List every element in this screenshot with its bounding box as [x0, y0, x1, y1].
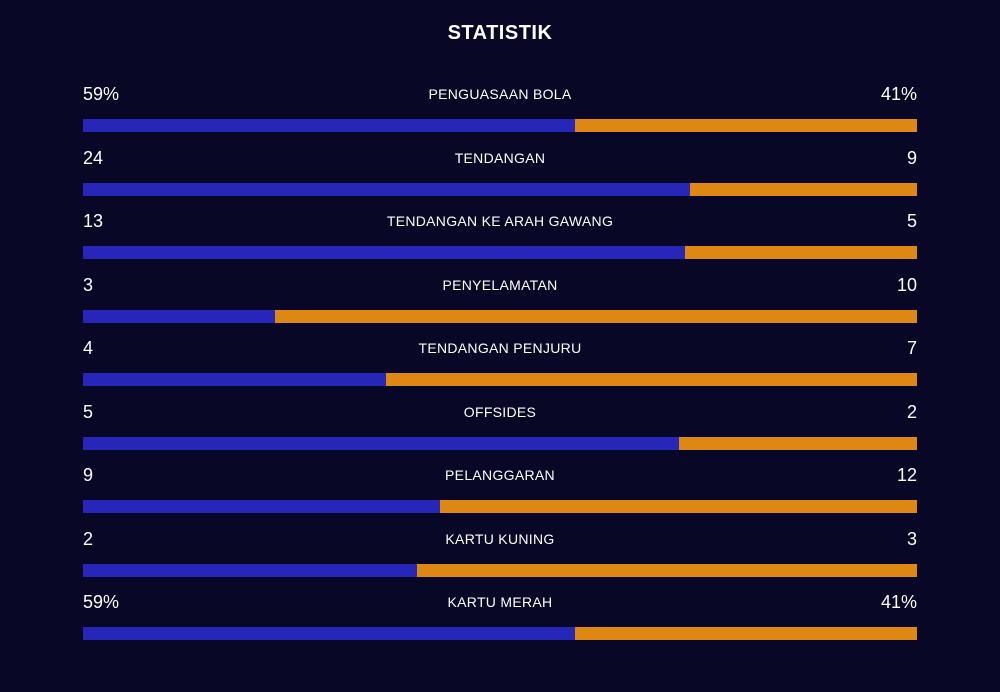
stat-bar — [83, 627, 917, 640]
stat-bar-home-segment — [83, 627, 576, 640]
stat-bar — [83, 563, 917, 577]
stat-home-value: 9 — [83, 465, 94, 485]
stat-bar-away-segment — [685, 246, 917, 259]
stat-bar-away-segment — [575, 627, 917, 640]
stat-away-value: 10 — [896, 274, 917, 295]
stat-bar-away-segment — [275, 309, 917, 323]
stat-bar-home-segment — [83, 246, 686, 259]
stat-row: 3 PENYELAMATAN 10 — [83, 271, 917, 335]
stat-bar — [83, 373, 917, 386]
stat-label: OFFSIDES — [463, 403, 537, 420]
stat-row: 13 TENDANGAN KE ARAH GAWANG 5 — [83, 207, 917, 271]
stat-bar-home-segment — [83, 500, 441, 513]
stat-label: TENDANGAN — [454, 149, 546, 166]
stat-label: TENDANGAN PENJURU — [418, 340, 582, 356]
stat-bar-home-segment — [83, 309, 276, 323]
stat-away-value: 3 — [906, 528, 917, 549]
stat-bar-home-segment — [83, 436, 679, 450]
page-title: STATISTIK — [447, 22, 553, 44]
stat-bar — [83, 119, 917, 132]
stat-label: PELANGGARAN — [445, 467, 555, 483]
stat-bar — [83, 182, 917, 196]
stat-away-value: 41% — [880, 84, 917, 104]
stat-bar — [83, 246, 917, 259]
stat-bar — [83, 309, 917, 323]
stat-label: PENGUASAAN BOLA — [428, 86, 572, 102]
stat-row: 4 TENDANGAN PENJURU 7 — [83, 334, 917, 398]
stat-away-value: 7 — [906, 338, 917, 358]
stat-row: 59% PENGUASAAN BOLA 41% — [83, 80, 917, 144]
stat-bar — [83, 436, 917, 450]
stat-bar — [83, 500, 917, 513]
stat-label: KARTU MERAH — [447, 594, 553, 610]
stats-list: 59% PENGUASAAN BOLA 41% 24 TENDANGAN 9 13 TENDA… — [83, 80, 917, 652]
stat-away-value: 9 — [906, 147, 917, 168]
stat-away-value: 12 — [896, 465, 917, 485]
stat-bar-home-segment — [83, 373, 387, 386]
stat-home-value: 59% — [83, 592, 120, 612]
stat-home-value: 59% — [83, 84, 120, 104]
stat-home-value: 2 — [83, 528, 94, 549]
stat-bar-away-segment — [386, 373, 917, 386]
stat-home-value: 13 — [83, 211, 104, 231]
stat-row: 2 KARTU KUNING 3 — [83, 525, 917, 589]
stat-home-value: 5 — [83, 401, 94, 422]
stat-bar-away-segment — [575, 119, 917, 132]
stat-bar-away-segment — [678, 436, 917, 450]
stat-away-value: 5 — [906, 211, 917, 231]
stat-home-value: 4 — [83, 338, 94, 358]
stat-row: 5 OFFSIDES 2 — [83, 398, 917, 462]
stat-home-value: 24 — [83, 147, 104, 168]
stat-row: 24 TENDANGAN 9 — [83, 144, 917, 208]
stat-row: 59% KARTU MERAH 41% — [83, 588, 917, 652]
stat-away-value: 41% — [880, 592, 917, 612]
stat-bar-home-segment — [83, 563, 417, 577]
stat-bar-away-segment — [689, 182, 917, 196]
stat-home-value: 3 — [83, 274, 94, 295]
stat-bar-away-segment — [416, 563, 917, 577]
stat-label: PENYELAMATAN — [442, 276, 558, 293]
stat-bar-away-segment — [440, 500, 917, 513]
stat-label: KARTU KUNING — [445, 530, 555, 547]
stat-label: TENDANGAN KE ARAH GAWANG — [386, 213, 614, 229]
stat-row: 9 PELANGGARAN 12 — [83, 461, 917, 525]
stat-away-value: 2 — [906, 401, 917, 422]
stat-bar-home-segment — [83, 119, 576, 132]
stat-bar-home-segment — [83, 182, 690, 196]
